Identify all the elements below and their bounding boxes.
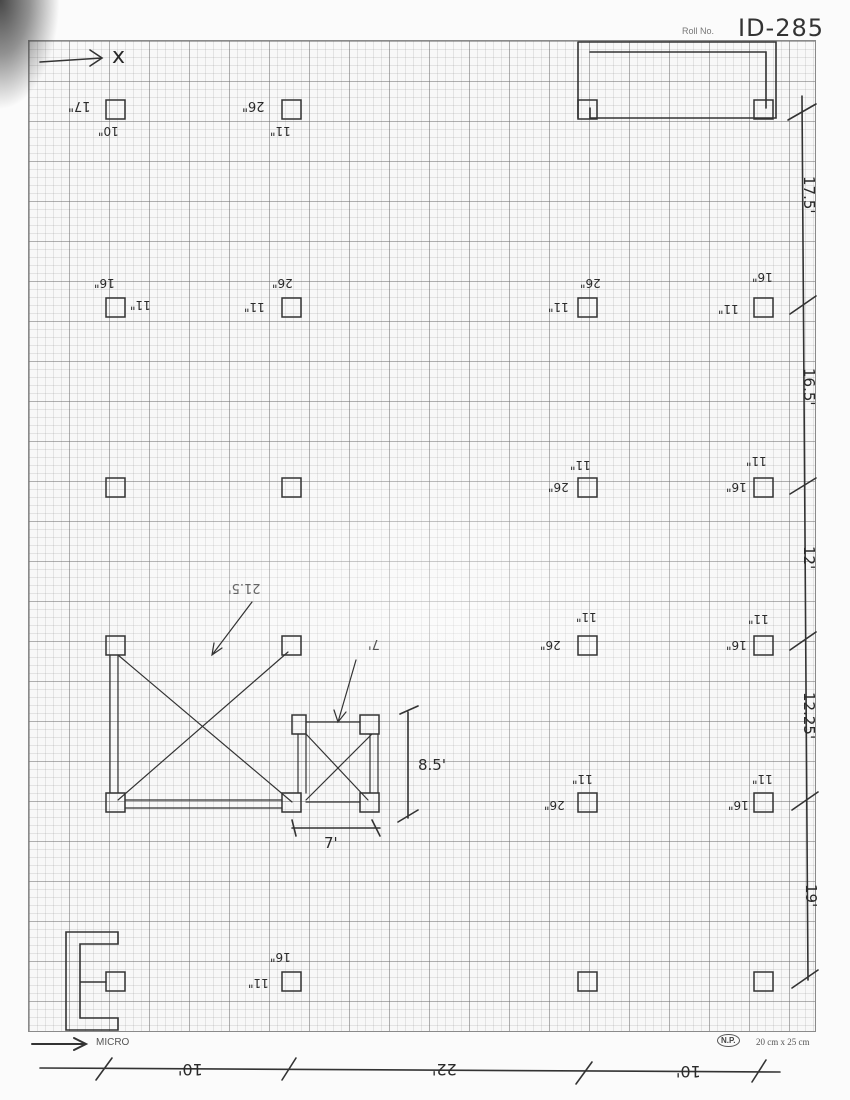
column (577, 792, 598, 813)
column-label: 26" (548, 480, 569, 494)
right-dimension-line (801, 95, 809, 981)
x-axis-label: x (112, 44, 126, 69)
column (105, 635, 126, 656)
column (359, 714, 380, 735)
np-badge: N.P. (717, 1034, 740, 1047)
label-arrow (333, 659, 357, 724)
roll-number-label: Roll No. (682, 26, 715, 36)
dim-tick (575, 1061, 593, 1085)
dim-tick (791, 969, 819, 989)
column-label: 16" (726, 638, 747, 652)
column-label: 26" (580, 276, 601, 290)
lift-core-label: 21.5' (228, 580, 261, 595)
column-label: 16" (270, 950, 291, 964)
column (105, 297, 126, 318)
column (753, 792, 774, 813)
stair-height-label: 8.5' (418, 756, 446, 774)
column-label: 10" (98, 124, 119, 138)
column-label: 17" (68, 98, 91, 113)
column (753, 477, 774, 498)
dim-tick (95, 1057, 113, 1081)
column-label: 16" (726, 480, 747, 494)
column (105, 477, 126, 498)
column-label: 11" (570, 458, 591, 472)
column-label: 26" (242, 98, 265, 113)
column-label: 16" (752, 270, 773, 284)
column (281, 635, 302, 656)
column (105, 99, 126, 120)
column (105, 971, 126, 992)
column-label: 11" (746, 454, 767, 468)
right-dimension-label: 17.5' (800, 176, 818, 214)
column-label: 11" (718, 302, 739, 316)
column (281, 99, 302, 120)
column-label: 11" (244, 300, 265, 314)
column (281, 792, 302, 813)
graph-paper-grid (28, 40, 816, 1032)
dim-tick (789, 631, 817, 651)
column (105, 792, 126, 813)
column-label: 11" (548, 300, 569, 314)
column (291, 714, 307, 735)
x-axis-arrow (39, 49, 104, 67)
column-label: 26" (540, 638, 561, 652)
micro-arrow-icon (31, 1037, 89, 1051)
dim-tick (787, 103, 817, 121)
column (281, 971, 302, 992)
paper-size-label: 20 cm x 25 cm (756, 1037, 810, 1047)
column (281, 297, 302, 318)
right-dimension-label: 16.5' (800, 368, 818, 406)
column-label: 16" (728, 798, 749, 812)
lift-core-lines (109, 651, 379, 809)
column-label: 11" (576, 610, 597, 624)
dim-tick (789, 295, 817, 315)
stair-width-label: 7' (324, 834, 338, 852)
top-right-outline (577, 41, 777, 119)
stair-height-dim (397, 705, 419, 823)
right-dimension-label: 12.25' (800, 692, 818, 740)
columns (105, 99, 774, 992)
right-dimension-label: 12' (800, 546, 818, 570)
brand-label: MICRO (96, 1037, 130, 1048)
right-dimension-label: 19' (802, 884, 820, 908)
column (753, 971, 774, 992)
bottom-dimension-label: 10' (676, 1062, 701, 1081)
column (577, 297, 598, 318)
column-label: 16" (94, 276, 115, 290)
column (577, 635, 598, 656)
column (577, 971, 598, 992)
column (577, 477, 598, 498)
column-label: 11" (270, 124, 291, 138)
column (281, 477, 302, 498)
column-label: 26" (272, 276, 293, 290)
column-label: 11" (248, 976, 269, 990)
column (577, 99, 598, 120)
dim-tick (281, 1057, 297, 1081)
column-label: 26" (544, 798, 565, 812)
column-label: 11" (752, 772, 773, 786)
column-label: 11" (130, 298, 151, 312)
column-label: 11" (572, 772, 593, 786)
column (753, 297, 774, 318)
bottom-left-outline (65, 931, 119, 1031)
column (359, 792, 380, 813)
column-label: 11" (748, 612, 769, 626)
bottom-dimension-label: 22' (432, 1060, 457, 1079)
dim-tick (789, 477, 817, 495)
column (753, 99, 774, 120)
dim-tick (791, 791, 819, 811)
roll-number-value: ID-285 (738, 14, 825, 42)
bottom-dimension-label: 10' (178, 1060, 203, 1079)
stair-width-dim (291, 819, 381, 837)
stair-label: 7' (368, 636, 380, 651)
label-arrow (211, 601, 253, 657)
column (753, 635, 774, 656)
dim-tick (751, 1059, 767, 1083)
bottom-dimension-line (39, 1067, 781, 1073)
